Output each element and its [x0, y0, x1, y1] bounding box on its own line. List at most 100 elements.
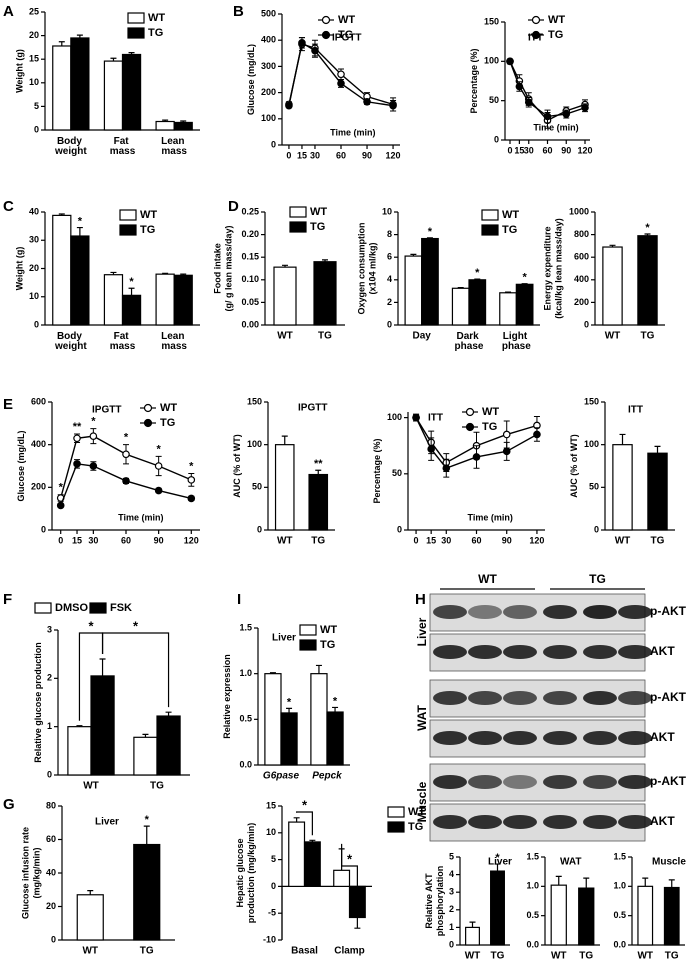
- error-bar: [165, 711, 172, 717]
- bar: [333, 869, 351, 888]
- y-tick-label: 0: [584, 319, 589, 329]
- blot-tissue-label: Liver: [415, 617, 429, 646]
- bar: [303, 841, 321, 887]
- significance: *: [157, 443, 162, 455]
- blot-band: [618, 645, 652, 659]
- legend-swatch: [299, 624, 317, 636]
- significance: *: [124, 432, 129, 444]
- y-tick-label: 0.5: [526, 910, 539, 920]
- bar: [52, 214, 72, 326]
- point: [187, 494, 196, 503]
- legend-label: WT: [482, 406, 499, 418]
- panel-letter: C: [3, 198, 14, 215]
- bar: [156, 715, 181, 776]
- blot-group-label: TG: [589, 572, 606, 586]
- y-axis-label: (kcal/kg lean mass/day): [553, 218, 563, 319]
- significance: *: [475, 267, 480, 279]
- error-bar: [457, 286, 464, 289]
- y-tick-label: 0: [494, 134, 499, 144]
- y-tick-label: 800: [574, 229, 589, 239]
- blot-band: [543, 731, 577, 745]
- x-tick-label: WT: [637, 951, 653, 962]
- blot-band: [543, 645, 577, 659]
- error-bar: [505, 291, 512, 293]
- bar: [288, 821, 306, 888]
- y-tick-label: 0: [34, 124, 39, 134]
- y-tick-label: 100: [261, 113, 276, 123]
- bar: [310, 673, 328, 766]
- error-bar: [354, 917, 361, 929]
- x-tick-label: 30: [310, 150, 320, 160]
- error-bar: [469, 921, 476, 928]
- legend-swatch: [127, 27, 145, 39]
- x-tick-label: 15: [297, 150, 307, 160]
- blot-tissue-label: Muscle: [415, 781, 429, 822]
- annotation: Liver: [488, 857, 512, 868]
- y-tick-label: 0.10: [241, 274, 259, 284]
- y-tick-label: 3: [47, 624, 52, 634]
- legend-label: TG: [408, 821, 423, 833]
- y-tick-label: 4: [387, 274, 392, 284]
- bar: [274, 444, 295, 531]
- point: [89, 462, 98, 470]
- significance: **: [314, 458, 323, 470]
- blot-band: [468, 605, 502, 619]
- point: [73, 434, 81, 443]
- point: [154, 462, 163, 470]
- legend-label: TG: [310, 221, 325, 233]
- significance: *: [145, 814, 150, 826]
- y-tick-label: 5: [34, 101, 39, 111]
- error-bar: [110, 271, 117, 275]
- point: [285, 101, 293, 110]
- y-tick-label: 500: [261, 8, 276, 18]
- point: [562, 110, 571, 118]
- annotation: IPGTT: [298, 403, 327, 414]
- x-tick-label: WT: [551, 951, 567, 962]
- x-tick-label: TG: [140, 946, 154, 957]
- bar: [602, 246, 623, 326]
- legend-label: TG: [482, 421, 497, 433]
- error-bar: [58, 41, 65, 46]
- blot-band: [468, 731, 502, 745]
- x-tick-label: 120: [577, 145, 592, 155]
- error-bar: [654, 445, 661, 454]
- error-bar: [87, 889, 94, 895]
- x-tick-label: Pepck: [312, 771, 342, 782]
- legend-label: WT: [320, 624, 337, 636]
- bar: [578, 887, 595, 946]
- point: [389, 101, 397, 110]
- error-bar: [269, 672, 276, 674]
- legend-marker: [321, 30, 331, 40]
- point: [311, 46, 319, 55]
- y-tick-label: 3: [449, 887, 454, 897]
- x-tick-label: Fat mass: [110, 136, 136, 157]
- y-tick-label: 400: [261, 35, 276, 45]
- bar: [465, 926, 480, 946]
- x-tick-label: WT: [465, 951, 481, 962]
- error-bar: [309, 839, 316, 842]
- y-tick-label: 15: [29, 54, 39, 64]
- error-bar: [494, 863, 501, 872]
- bar: [121, 294, 142, 326]
- y-tick-label: 0: [387, 319, 392, 329]
- y-tick-label: 5: [449, 851, 454, 861]
- blot-band: [433, 775, 467, 789]
- series-line: [60, 435, 192, 499]
- point: [154, 486, 163, 495]
- panel-letter: E: [3, 396, 13, 413]
- significance: *: [522, 272, 527, 284]
- y-axis-label: Relative glucose production: [33, 642, 43, 763]
- x-tick-label: TG: [579, 951, 593, 962]
- legend-swatch: [481, 209, 499, 221]
- legend-marker: [531, 30, 541, 40]
- x-tick-label: 90: [362, 150, 372, 160]
- error-bar: [555, 875, 562, 886]
- significance: *: [287, 696, 292, 708]
- point: [56, 501, 65, 510]
- y-tick-label: 1: [449, 922, 454, 932]
- point: [427, 445, 435, 453]
- point: [73, 460, 81, 468]
- blot-band: [468, 775, 502, 789]
- legend-label: WT: [148, 12, 165, 24]
- blot-band: [433, 731, 467, 745]
